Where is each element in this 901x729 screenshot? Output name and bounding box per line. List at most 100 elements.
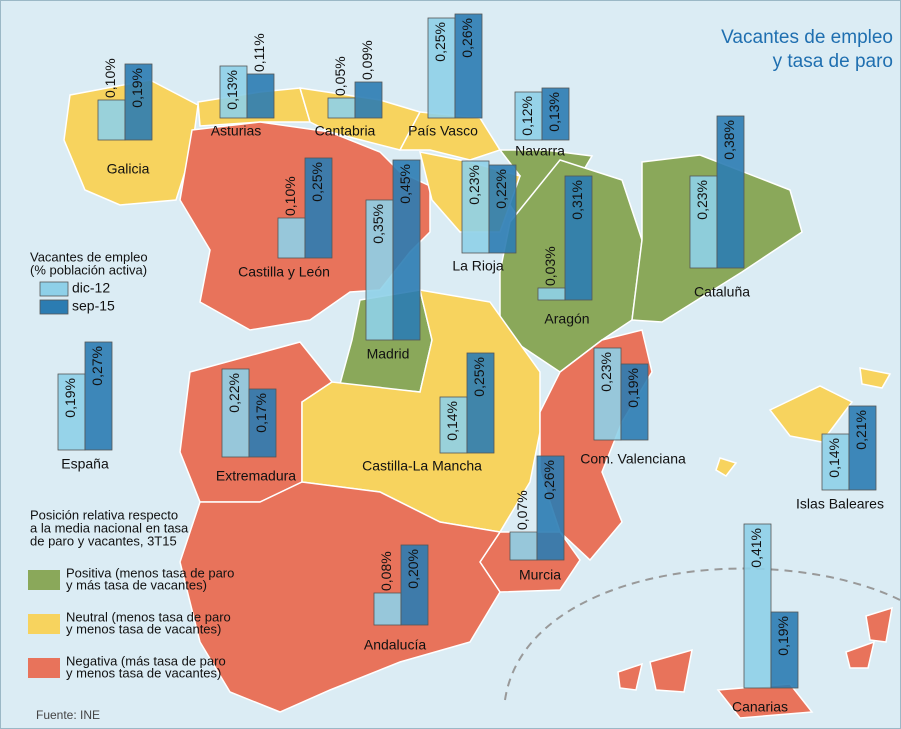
bar [848, 405, 877, 491]
bar [536, 455, 565, 561]
legend-label: sep-15 [72, 298, 115, 314]
bar [97, 99, 126, 141]
bar-value-label: 0,23% [466, 165, 482, 205]
region-shape [617, 662, 644, 691]
bar [541, 87, 570, 141]
region-label: Cataluña [694, 284, 750, 300]
region-shape [715, 457, 738, 477]
bar-value-label: 0,45% [397, 164, 413, 204]
region-shape [845, 640, 876, 669]
region-label: País Vasco [408, 123, 478, 139]
bar-value-label: 0,23% [598, 352, 614, 392]
bar [219, 65, 248, 119]
bar [439, 396, 468, 454]
bar-value-label: 0,07% [514, 490, 530, 530]
bar-value-label: 0,22% [226, 373, 242, 413]
legend-title: Posición relativa respecto [30, 507, 178, 522]
title: Vacantes de empleo [721, 27, 893, 48]
bar [84, 341, 113, 451]
region-label: Murcia [519, 567, 561, 583]
legend-title: de paro y vacantes, 3T15 [30, 533, 177, 548]
region-label: Madrid [367, 346, 410, 362]
bar-value-label: 0,14% [826, 438, 842, 478]
bar [564, 175, 593, 301]
bar-value-label: 0,13% [224, 70, 240, 110]
bar-value-label: 0,19% [625, 368, 641, 408]
bar [327, 97, 356, 119]
bar-value-label: 0,31% [569, 180, 585, 220]
bar [304, 157, 333, 259]
region-label: Com. Valenciana [580, 451, 686, 467]
bar [461, 160, 490, 254]
bar-value-label: 0,35% [370, 204, 386, 244]
bar [466, 352, 495, 454]
region-label: Cantabria [315, 123, 376, 139]
region-label: Navarra [515, 143, 565, 159]
region-label: Andalucía [364, 637, 426, 653]
bar [743, 523, 772, 689]
region-shape [865, 606, 893, 643]
bar-value-label: 0,14% [444, 401, 460, 441]
region-shape [649, 648, 693, 693]
bar [221, 368, 250, 458]
bar-value-label: 0,19% [129, 68, 145, 108]
region-label: Extremadura [216, 468, 296, 484]
legend-label: Neutral (menos tasa de paro [66, 609, 231, 624]
legend-label: y más tasa de vacantes) [66, 577, 207, 592]
title: y tasa de paro [773, 51, 893, 72]
bar [689, 175, 718, 269]
bar [277, 217, 306, 259]
bar [537, 287, 566, 301]
bar [400, 544, 429, 626]
bar [373, 592, 402, 626]
bar-value-label: 0,08% [378, 551, 394, 591]
canarias-inset-line [504, 567, 901, 701]
bar-value-label: 0,12% [519, 96, 535, 136]
legend-label: y menos tasa de vacantes) [66, 665, 221, 680]
bar-value-label: 0,23% [694, 180, 710, 220]
region-label: Islas Baleares [796, 496, 884, 512]
bar [620, 363, 649, 441]
bar [248, 388, 277, 458]
legend-swatch [28, 658, 60, 678]
bar [354, 81, 383, 119]
region-label: Asturias [211, 123, 262, 139]
bar-value-label: 0,17% [253, 393, 269, 433]
region-label: Canarias [732, 699, 788, 715]
bar-value-label: 0,25% [309, 162, 325, 202]
bar-value-label: 0,25% [471, 357, 487, 397]
bar-value-label: 0,20% [405, 549, 421, 589]
bar [821, 433, 850, 491]
legend-label: y menos tasa de vacantes) [66, 621, 221, 636]
bar [454, 13, 483, 119]
legend-label: Negativa (más tasa de paro [66, 653, 226, 668]
legend-label: Positiva (menos tasa de paro [66, 565, 234, 580]
legend-swatch [39, 299, 69, 315]
bar-value-label: 0,22% [493, 169, 509, 209]
bar-value-label: 0,09% [359, 40, 375, 80]
bar-value-label: 0,13% [546, 92, 562, 132]
region-shape [63, 79, 199, 206]
bar-value-label: 0,10% [102, 58, 118, 98]
bar-value-label: 0,19% [62, 378, 78, 418]
bar-value-label: 0,27% [89, 346, 105, 386]
bar-value-label: 0,10% [282, 176, 298, 216]
legend-swatch [28, 570, 60, 590]
legend-title: Vacantes de empleo [30, 249, 148, 264]
region-label: La Rioja [452, 258, 504, 274]
region-label: Castilla-La Mancha [362, 458, 482, 474]
region-shape [768, 385, 854, 443]
region-label: Galicia [107, 161, 150, 177]
bar [488, 164, 517, 254]
bar [427, 17, 456, 119]
bar-value-label: 0,38% [721, 120, 737, 160]
legend-swatch [39, 281, 69, 297]
bar [770, 611, 799, 689]
source: Fuente: INE [36, 708, 100, 722]
bar-value-label: 0,11% [251, 33, 267, 72]
bar-value-label: 0,25% [432, 22, 448, 62]
region-shape [859, 367, 892, 389]
legend-label: dic-12 [72, 280, 110, 296]
legend-title: (% población activa) [30, 262, 147, 277]
